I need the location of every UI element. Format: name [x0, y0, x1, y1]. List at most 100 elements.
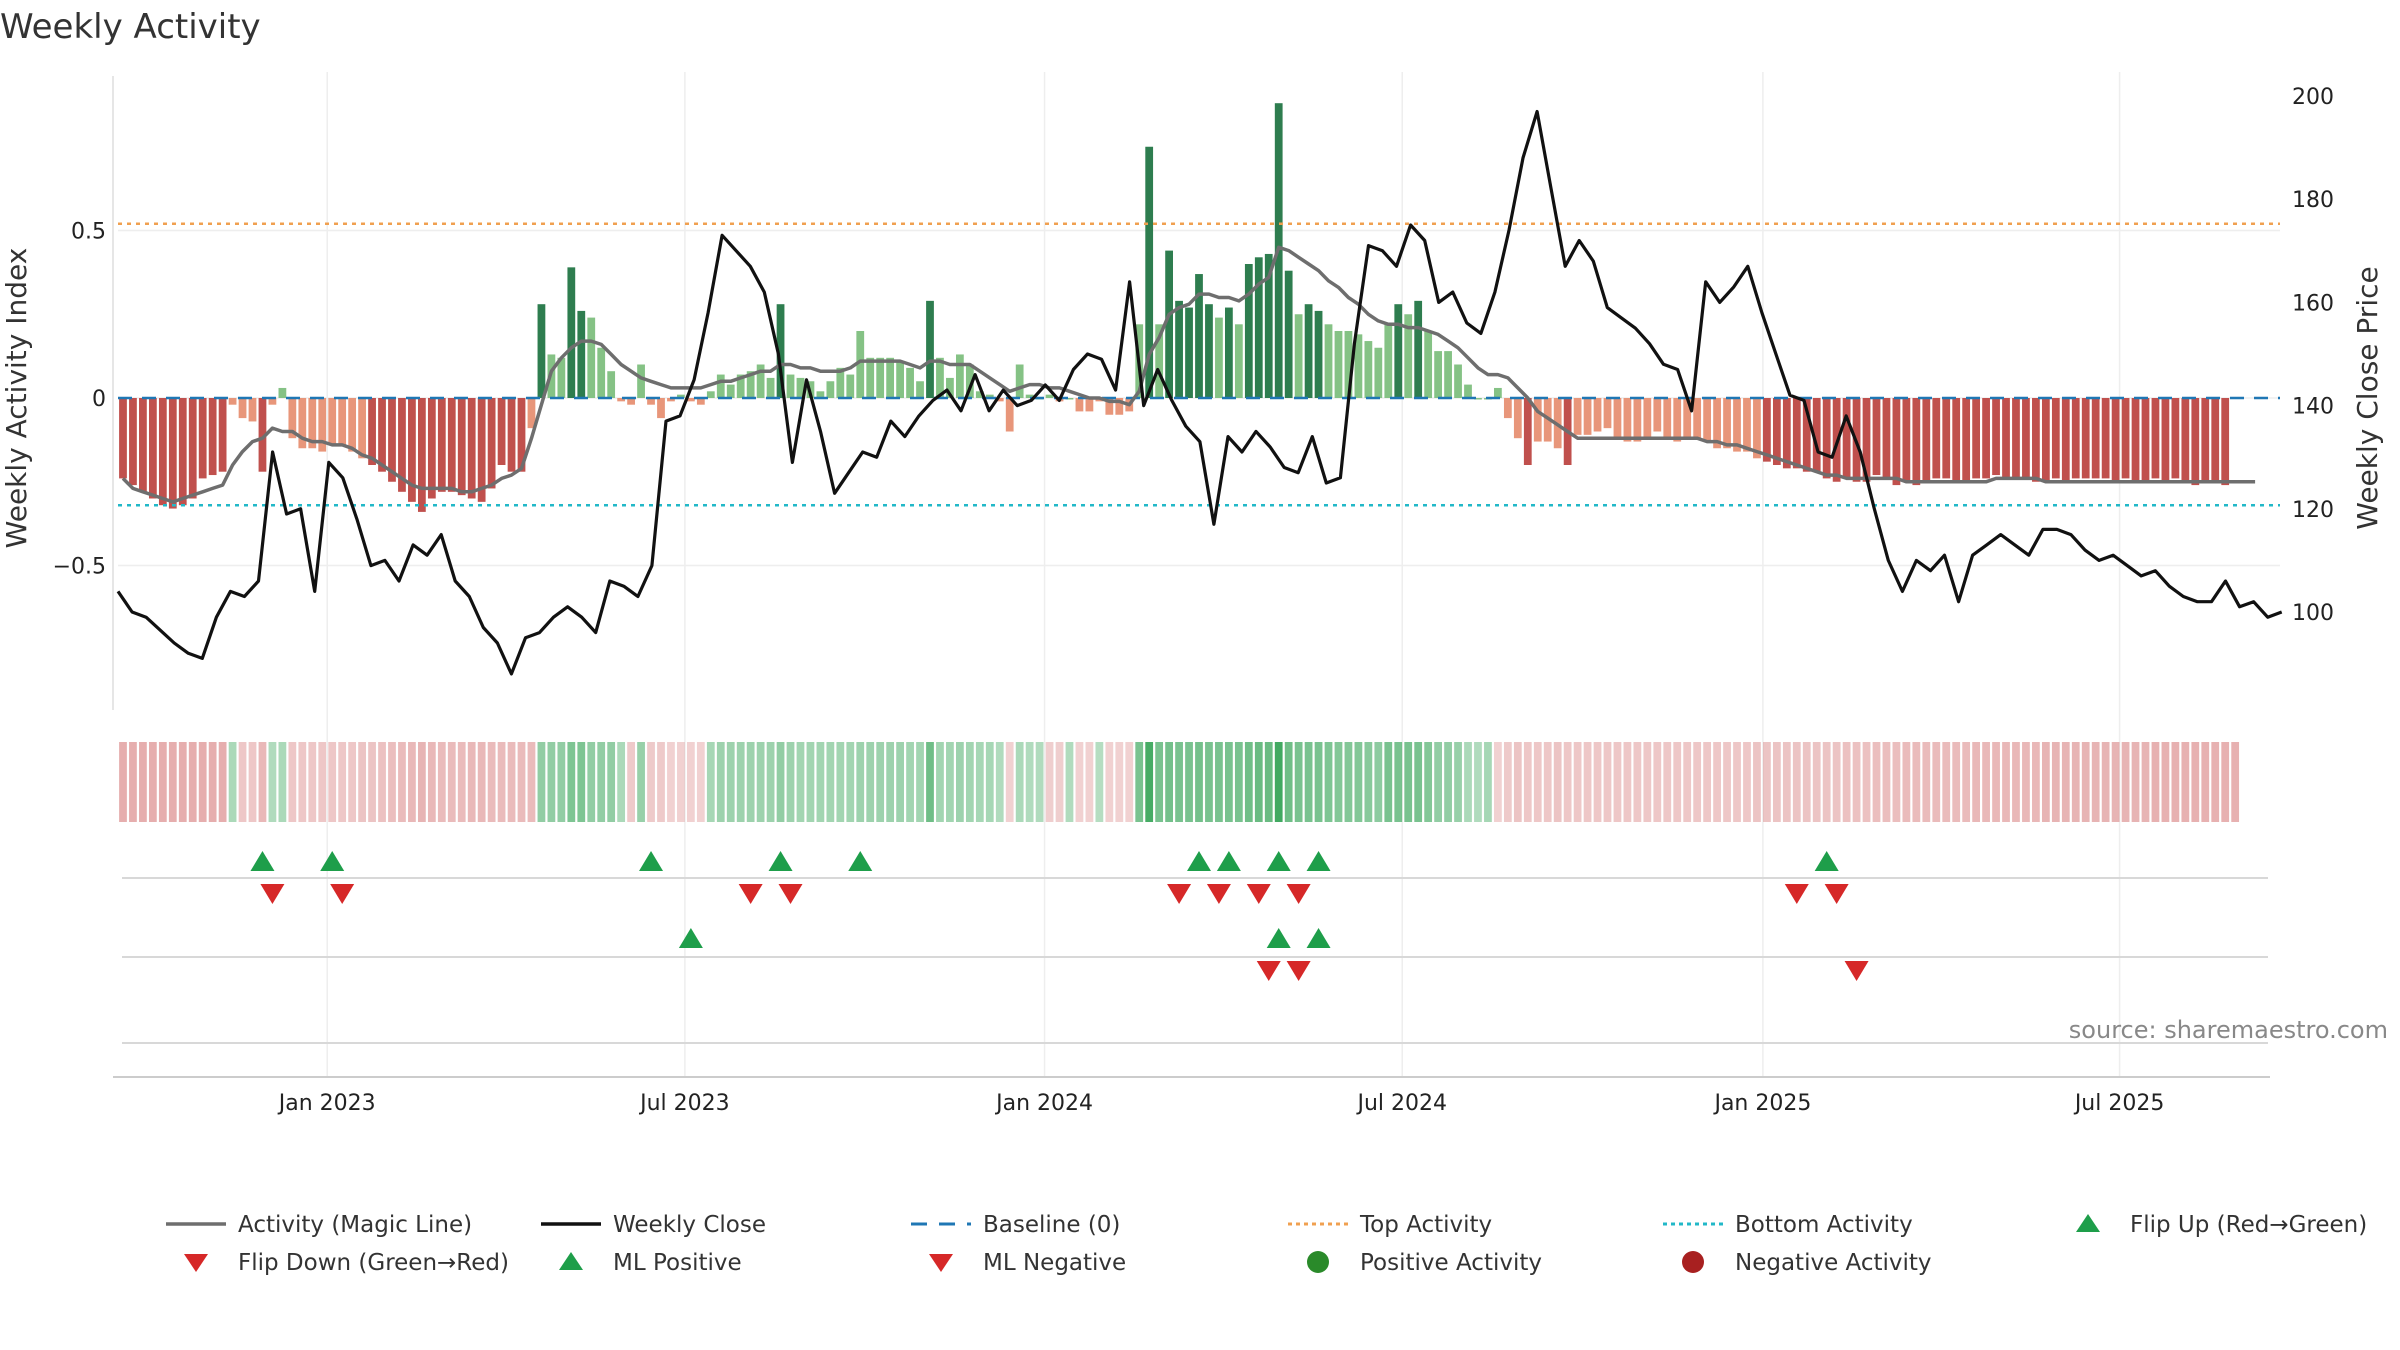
- activity-bar: [2032, 398, 2040, 482]
- activity-bar: [956, 354, 964, 398]
- heat-cell: [936, 742, 944, 822]
- heat-cell: [1225, 742, 1233, 822]
- heat-cell: [1345, 742, 1353, 822]
- heat-cell: [2102, 742, 2110, 822]
- heat-cell: [747, 742, 755, 822]
- heat-cell: [1026, 742, 1034, 822]
- heat-cell: [308, 742, 316, 822]
- flip-down-marker: [1167, 884, 1191, 904]
- activity-bar: [2012, 398, 2020, 478]
- heat-cell: [1305, 742, 1313, 822]
- heat-cell: [896, 742, 904, 822]
- heat-cell: [1474, 742, 1482, 822]
- activity-bar: [1883, 398, 1891, 478]
- heat-cell: [1803, 742, 1811, 822]
- heat-cell: [408, 742, 416, 822]
- flip-up-marker: [250, 851, 274, 871]
- heat-cell: [727, 742, 735, 822]
- heat-cell: [1086, 742, 1094, 822]
- activity-bar: [1653, 398, 1661, 432]
- activity-bar: [1893, 398, 1901, 485]
- heat-cell: [916, 742, 924, 822]
- activity-bar: [1225, 308, 1233, 398]
- heat-cell: [1584, 742, 1592, 822]
- legend-item: Activity (Magic Line): [166, 1212, 472, 1238]
- heat-cell: [1753, 742, 1761, 822]
- activity-bar: [707, 391, 715, 398]
- heat-cell: [448, 742, 456, 822]
- activity-bar: [1245, 264, 1253, 398]
- heat-cell: [996, 742, 1004, 822]
- heat-cell: [1036, 742, 1044, 822]
- heat-cell: [657, 742, 665, 822]
- activity-bar: [1673, 398, 1681, 442]
- heat-cell: [1185, 742, 1193, 822]
- activity-bar: [229, 398, 237, 405]
- heat-cell: [1833, 742, 1841, 822]
- activity-bar: [1902, 398, 1910, 482]
- heat-cell: [1793, 742, 1801, 822]
- flip-down-marker: [330, 884, 354, 904]
- activity-bars: [119, 103, 2229, 512]
- heat-cell: [348, 742, 356, 822]
- activity-bar: [1394, 304, 1402, 398]
- activity-bar: [886, 358, 894, 398]
- activity-bar: [1972, 398, 1980, 478]
- heat-cell: [2002, 742, 2010, 822]
- activity-bar: [896, 361, 904, 398]
- ml-positive-marker: [679, 928, 703, 948]
- heat-cell: [2201, 742, 2209, 822]
- heat-cell: [1683, 742, 1691, 822]
- activity-bar: [2181, 398, 2189, 482]
- activity-bar: [179, 398, 187, 505]
- activity-bar: [1604, 398, 1612, 428]
- heat-cell: [2052, 742, 2060, 822]
- heat-cell: [2032, 742, 2040, 822]
- legend-swatch: [1682, 1251, 1704, 1273]
- activity-bar: [1912, 398, 1920, 485]
- activity-bar: [2102, 398, 2110, 478]
- activity-bar: [1992, 398, 2000, 475]
- heat-cell: [428, 742, 436, 822]
- heat-cell: [1315, 742, 1323, 822]
- heat-cell: [597, 742, 605, 822]
- flip-down-marker: [1247, 884, 1271, 904]
- heat-cell: [836, 742, 844, 822]
- heat-cell: [398, 742, 406, 822]
- heat-cell: [2142, 742, 2150, 822]
- heat-cell: [1414, 742, 1422, 822]
- activity-bar: [1633, 398, 1641, 442]
- x-tick-label: Jul 2023: [638, 1091, 730, 1116]
- flip-down-marker: [739, 884, 763, 904]
- y-left-tick-label: 0: [92, 387, 106, 412]
- activity-bar: [2122, 398, 2130, 478]
- heat-cell: [1763, 742, 1771, 822]
- activity-bar: [1325, 324, 1333, 398]
- activity-bar: [1295, 314, 1303, 398]
- heat-cell: [1932, 742, 1940, 822]
- heat-cell: [2122, 742, 2130, 822]
- activity-bar: [448, 398, 456, 492]
- activity-bar: [1942, 398, 1950, 478]
- activity-bar: [1823, 398, 1831, 478]
- activity-bar: [1464, 385, 1472, 398]
- heat-cell: [1653, 742, 1661, 822]
- heat-cell: [1335, 742, 1343, 822]
- activity-bar: [1793, 398, 1801, 468]
- activity-bar: [1703, 398, 1711, 442]
- heat-cell: [279, 742, 287, 822]
- activity-bar: [498, 398, 506, 465]
- heat-cell: [1883, 742, 1891, 822]
- activity-bar: [846, 375, 854, 398]
- activity-bar: [2002, 398, 2010, 478]
- heat-cell: [1962, 742, 1970, 822]
- heat-cell: [129, 742, 137, 822]
- heat-cell: [1095, 742, 1103, 822]
- y-right-tick-label: 160: [2292, 291, 2334, 316]
- heat-cell: [787, 742, 795, 822]
- heat-cell: [1723, 742, 1731, 822]
- heat-cell: [1105, 742, 1113, 822]
- activity-bar: [1374, 348, 1382, 398]
- y-right-tick-label: 140: [2292, 395, 2334, 420]
- activity-bar: [378, 398, 386, 472]
